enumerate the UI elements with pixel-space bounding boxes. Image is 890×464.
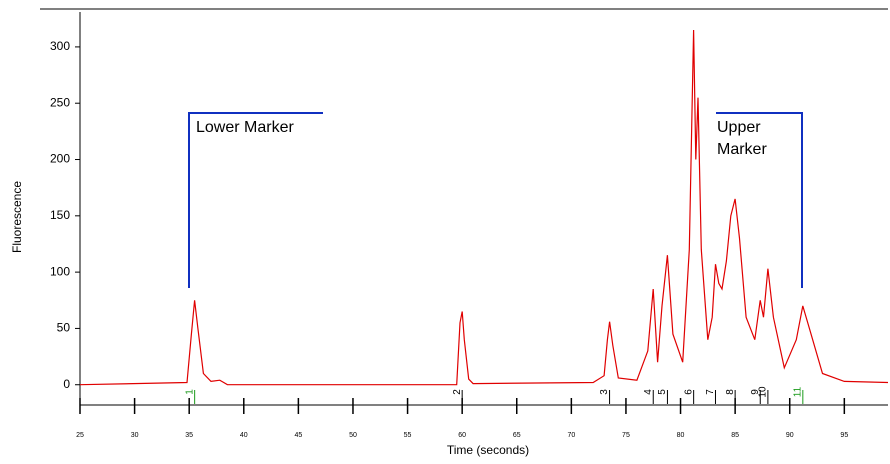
x-tick-label: 55: [404, 432, 412, 439]
y-tick-label: 200: [50, 152, 70, 166]
x-axis-label: Time (seconds): [447, 443, 529, 457]
x-tick-label: 95: [840, 432, 848, 439]
x-tick-label: 70: [567, 432, 575, 439]
peak-label: 4: [643, 389, 654, 395]
peak-label: 8: [725, 389, 736, 395]
peak-label: 6: [683, 389, 694, 395]
peak-label: 2: [452, 389, 463, 395]
y-tick-label: 0: [63, 377, 70, 391]
x-tick-label: 75: [622, 432, 630, 439]
peak-label: 9: [750, 389, 761, 395]
peak-label: 1: [184, 389, 195, 395]
x-tick-label: 90: [786, 432, 794, 439]
y-axis-label: Fluorescence: [10, 181, 24, 253]
y-tick-label: 50: [57, 321, 71, 335]
x-tick-label: 35: [185, 432, 193, 439]
peak-label: 10: [758, 386, 769, 398]
lower-marker-bracket: [188, 112, 323, 288]
x-tick-label: 60: [458, 432, 466, 439]
x-tick-label: 40: [240, 432, 248, 439]
annotation: Upper Marker: [717, 119, 767, 158]
x-tick-label: 45: [294, 432, 302, 439]
y-tick-label: 100: [50, 264, 70, 278]
x-tick-label: 25: [76, 432, 84, 439]
peak-label: 11: [792, 386, 803, 397]
y-tick-label: 150: [50, 208, 70, 222]
y-tick-label: 250: [50, 95, 70, 109]
x-tick-label: 50: [349, 432, 357, 439]
trace-line: [79, 29, 889, 386]
upper-marker-bracket: [716, 112, 803, 288]
x-tick-label: 85: [731, 432, 739, 439]
x-tick-label: 80: [677, 432, 685, 439]
annotation: Lower Marker: [196, 119, 294, 136]
x-tick-label: 65: [513, 432, 521, 439]
peak-label: 5: [657, 389, 668, 395]
peak-label: 7: [705, 389, 716, 395]
peak-label: 3: [599, 389, 610, 395]
y-tick-label: 300: [50, 39, 70, 53]
x-tick-label: 30: [131, 432, 139, 439]
